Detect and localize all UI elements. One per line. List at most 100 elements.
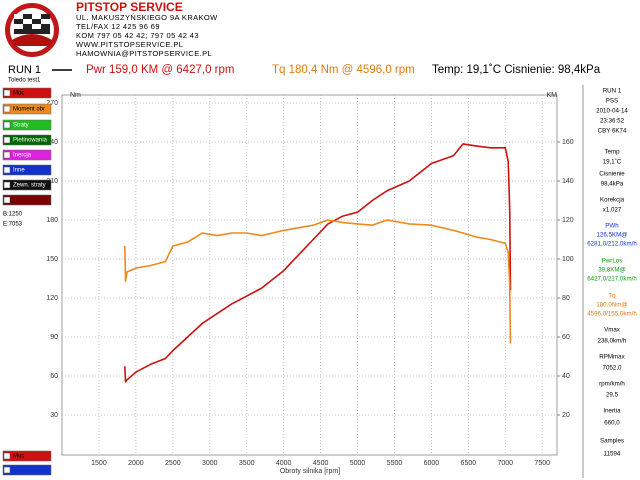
legend-label: Pietinowania: [13, 138, 48, 144]
plot-frame: [61, 94, 558, 456]
x-tick-label: 7500: [534, 460, 550, 467]
conditions: Temp: 19,1˚C Cisnienie: 98,4kPa: [432, 64, 601, 76]
legend-swatch: [2, 450, 52, 462]
y2-axis-label: KM: [547, 92, 558, 99]
y-tick-label: 120: [46, 295, 58, 302]
x-tick-label: 3500: [239, 460, 255, 467]
panel-text: Vmax: [604, 327, 621, 334]
header-line: HAMOWNIA@PITSTOPSERVICE.PL: [76, 49, 212, 58]
x-tick-label: 6000: [424, 460, 440, 467]
y2-tick-label: 20: [562, 412, 570, 419]
legend-label: Moc: [13, 454, 24, 460]
legend-swatch: [2, 179, 52, 191]
x-axis-label: Obroty silnika [rpm]: [280, 468, 340, 475]
legend-label: Inercja: [13, 153, 32, 159]
x-tick-label: 3000: [202, 460, 218, 467]
panel-text: 180,0Nm@: [596, 302, 627, 309]
y2-tick-label: 120: [562, 217, 574, 224]
legend-checkbox: [3, 89, 11, 97]
panel-text: PSS: [606, 98, 618, 105]
x-tick-label: 1500: [91, 460, 107, 467]
data-line: [124, 143, 512, 383]
legend-label: Inne: [13, 168, 25, 174]
run-subtitle: Toledo test1: [8, 78, 41, 84]
panel-text: PwrLos: [602, 258, 623, 265]
legend-swatch: [2, 164, 52, 176]
panel-text: Korekcja: [600, 197, 625, 204]
legend-swatch: [2, 194, 52, 206]
panel-text: 7052,0: [603, 365, 622, 372]
y2-tick-label: 160: [562, 139, 574, 146]
panel-text: Cisnienie: [599, 171, 625, 178]
header-line: TEL/FAX 12 425 96 69: [76, 22, 160, 31]
legend-checkbox: [3, 121, 11, 129]
panel-text: rpm/km/h: [599, 381, 625, 388]
legend-label: Straty: [13, 123, 29, 129]
range-begin: B:1250: [3, 212, 23, 218]
panel-text: 29,5: [606, 392, 619, 399]
run-title: RUN 1: [8, 64, 41, 76]
y-tick-label: 180: [46, 217, 58, 224]
x-tick-label: 4000: [276, 460, 292, 467]
y-tick-label: 240: [46, 139, 58, 146]
legend-swatch: [2, 87, 52, 99]
x-tick-label: 5000: [350, 460, 366, 467]
x-tick-label: 2000: [128, 460, 144, 467]
y2-tick-label: 100: [562, 256, 574, 263]
legend-swatch: [2, 149, 52, 161]
panel-text: 2010-04-14: [596, 108, 628, 115]
logo: [5, 3, 59, 57]
header-line: WWW.PITSTOPSERVICE.PL: [76, 40, 183, 49]
data-line: [124, 219, 512, 344]
legend-swatch: [2, 119, 52, 131]
y-axis-label: Nm: [70, 92, 81, 99]
y-tick-label: 270: [46, 100, 58, 107]
x-tick-label: 2500: [165, 460, 181, 467]
x-tick-label: 4500: [313, 460, 329, 467]
panel-text: 39,8KM@: [598, 267, 626, 274]
legend-checkbox: [3, 452, 11, 460]
y2-tick-label: 60: [562, 334, 570, 341]
y-tick-label: 210: [46, 178, 58, 185]
legend-label: Moment obr: [13, 107, 45, 113]
range-end: E:7053: [3, 222, 23, 228]
legend-checkbox: [3, 196, 11, 204]
legend-checkbox: [3, 166, 11, 174]
y-tick-label: 30: [50, 412, 58, 419]
panel-text: RUN 1: [603, 88, 622, 95]
panel-text: 19,1˚C: [603, 159, 622, 166]
pwr-summary: Pwr 159,0 KM @ 6427,0 rpm: [86, 64, 234, 76]
legend-swatch: [2, 134, 52, 146]
header-line: UL. MAKUSZYŃSKIEGO 9A KRAKOW: [76, 13, 218, 22]
panel-text: Tq: [608, 293, 616, 300]
legend-checkbox: [3, 181, 11, 189]
y2-tick-label: 140: [562, 178, 574, 185]
y-tick-label: 150: [46, 256, 58, 263]
y-tick-label: 90: [50, 334, 58, 341]
y2-tick-label: 40: [562, 373, 570, 380]
legend-swatch: [2, 103, 52, 115]
header-line: KOM 797 05 42 42; 797 05 42 43: [76, 31, 199, 40]
x-tick-label: 7000: [497, 460, 513, 467]
legend-label: Moc: [13, 91, 24, 97]
x-tick-label: 5500: [387, 460, 403, 467]
panel-text: PWh: [605, 223, 619, 230]
panel-text: Inertia: [603, 408, 621, 415]
panel-text: 660,0: [604, 420, 620, 427]
legend-checkbox: [3, 136, 11, 144]
y-tick-label: 60: [50, 373, 58, 380]
panel-text: x1,027: [603, 207, 622, 214]
x-tick-label: 6500: [461, 460, 477, 467]
legend-checkbox: [3, 105, 11, 113]
panel-text: 126,5KM@: [596, 232, 627, 239]
legend-label: Zewn. straty: [13, 183, 46, 189]
panel-text: 6427,0/217,0km/h: [587, 276, 637, 283]
panel-text: 238,0km/h: [598, 338, 627, 345]
panel-text: 23:36:52: [600, 118, 625, 125]
legend-checkbox: [3, 151, 11, 159]
panel-text: 11594: [604, 451, 621, 458]
panel-text: 6281,0/212,0km/h: [587, 241, 637, 248]
panel-text: Samples: [600, 438, 624, 445]
panel-text: 4596,0/155,0km/h: [587, 311, 637, 318]
